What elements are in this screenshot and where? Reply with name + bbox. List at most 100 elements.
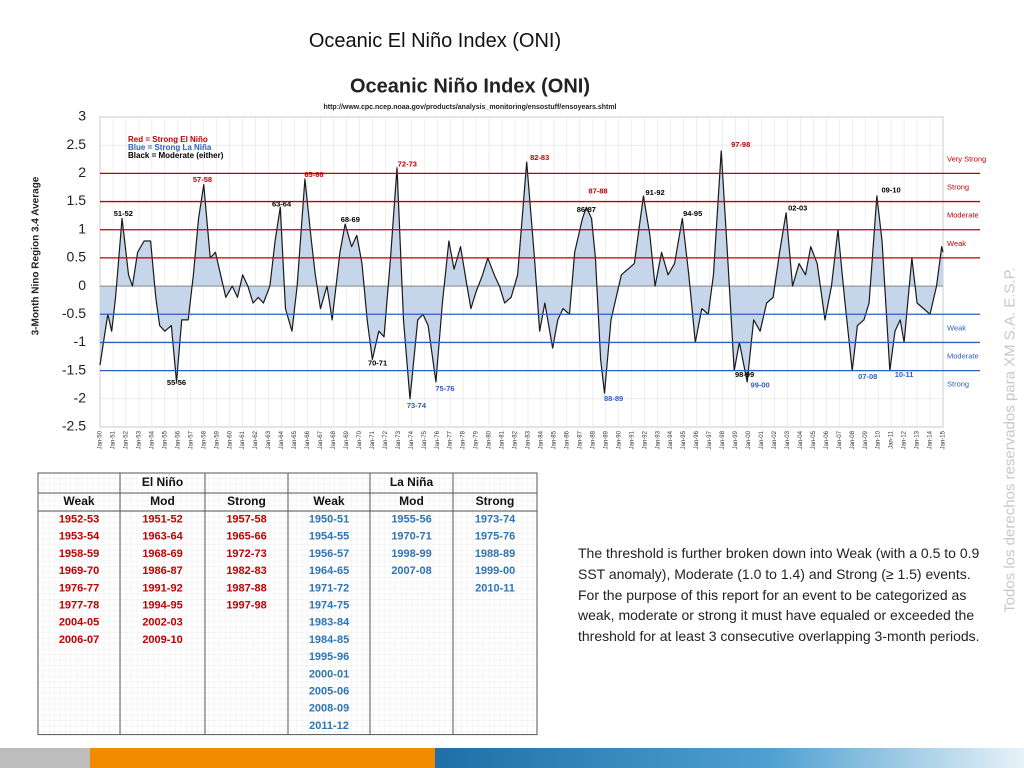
- column-header: Strong: [476, 494, 515, 508]
- table-cell: 1972-73: [226, 548, 266, 560]
- table-cell: 1971-72: [309, 582, 349, 594]
- y-tick-label: 1: [78, 220, 86, 236]
- event-label: 07-08: [858, 372, 877, 381]
- y-tick-label: -1.5: [62, 361, 86, 377]
- note: The threshold is further broken down int…: [578, 545, 980, 645]
- table-cell: 1987-88: [226, 582, 266, 594]
- x-tick-label: Jan-67: [318, 430, 324, 449]
- x-tick-label: Jan-09: [863, 430, 869, 449]
- event-label: 55-56: [167, 378, 186, 387]
- x-tick-label: Jan-77: [448, 430, 454, 449]
- x-tick-label: Jan-84: [539, 430, 545, 449]
- y-tick-label: -1: [74, 333, 87, 349]
- table-cell: 1984-85: [309, 634, 349, 646]
- oni-line: [99, 150, 944, 400]
- legend-text: Black = Moderate (either): [128, 151, 224, 160]
- x-tick-label: Jan-72: [383, 430, 389, 449]
- slide-title: Oceanic El Niño Index (ONI): [308, 30, 562, 52]
- y-tick-label: 0: [78, 277, 86, 293]
- x-tick-label: Jan-89: [603, 430, 609, 449]
- y-axis-label: 3-Month Nino Region 3.4 Average: [31, 176, 42, 335]
- table-cell: 1975-76: [475, 531, 515, 543]
- x-tick-label: Jan-93: [655, 430, 661, 449]
- table-cell: 2011-12: [309, 720, 349, 732]
- x-tick-label: Jan-90: [616, 430, 622, 449]
- x-tick-label: Jan-51: [111, 430, 117, 449]
- x-tick-label: Jan-08: [850, 430, 856, 449]
- x-tick-label: Jan-02: [772, 430, 778, 449]
- table-cell: 1986-87: [142, 565, 182, 577]
- event-label: 94-95: [683, 209, 702, 218]
- x-tick-label: Jan-95: [681, 430, 687, 449]
- x-tick-label: Jan-15: [941, 430, 947, 449]
- event-label: 70-71: [368, 358, 387, 367]
- x-tick-label: Jan-69: [344, 430, 350, 449]
- x-tick-label: Jan-94: [668, 430, 674, 449]
- event-label: 63-64: [272, 199, 292, 208]
- table-cell: 1998-99: [391, 548, 431, 560]
- x-tick-label: Jan-99: [733, 430, 739, 449]
- event-label: 82-83: [530, 153, 549, 162]
- table-cell: 1969-70: [59, 565, 99, 577]
- event-label: 73-74: [407, 401, 427, 410]
- x-tick-label: Jan-50: [98, 430, 104, 449]
- x-tick-label: Jan-00: [746, 430, 752, 449]
- y-tick-label: 2: [78, 164, 86, 180]
- group-header: La Niña: [390, 475, 434, 489]
- x-tick-label: Jan-06: [824, 430, 830, 449]
- table-cell: 1953-54: [59, 531, 100, 543]
- x-tick-label: Jan-87: [577, 430, 583, 449]
- event-label: 09-10: [882, 185, 901, 194]
- y-tick-label: -0.5: [62, 305, 86, 321]
- table-cell: 1994-95: [142, 600, 182, 612]
- x-tick-label: Jan-78: [461, 430, 467, 449]
- x-tick-label: Jan-97: [707, 430, 713, 449]
- x-tick-label: Jan-57: [188, 430, 194, 449]
- threshold-label: Very Strong: [947, 154, 986, 163]
- event-label: 65-66: [304, 170, 323, 179]
- event-label: 88-89: [604, 394, 623, 403]
- column-header: Mod: [399, 494, 424, 508]
- x-tick-label: Jan-74: [409, 430, 415, 449]
- threshold-label: Strong: [947, 182, 969, 191]
- table-cell: 2004-05: [59, 617, 99, 629]
- x-tick-label: Jan-55: [162, 430, 168, 449]
- event-label: 68-69: [341, 215, 360, 224]
- event-label: 86-87: [577, 205, 596, 214]
- x-tick-label: Jan-13: [915, 430, 921, 449]
- event-table: El Niño La Niña Weak Mod Strong Weak Mod Strong…: [37, 472, 538, 736]
- x-tick-label: Jan-81: [500, 430, 506, 449]
- table-cell: 1952-53: [59, 514, 99, 526]
- x-tick-label: Jan-05: [811, 430, 817, 449]
- x-tick-label: Jan-54: [149, 430, 155, 449]
- x-tick-label: Jan-56: [175, 430, 181, 449]
- event-label: 91-92: [645, 188, 664, 197]
- table-cell: 1955-56: [391, 514, 431, 526]
- x-tick-label: Jan-14: [928, 430, 934, 449]
- table-cell: 1950-51: [309, 514, 349, 526]
- threshold-label: Moderate: [947, 352, 979, 361]
- table-cell: 1995-96: [309, 651, 349, 663]
- x-tick-label: Jan-68: [331, 430, 337, 449]
- x-tick-label: Jan-88: [590, 430, 596, 449]
- table-cell: 1958-59: [59, 548, 99, 560]
- y-tick-label: 3: [78, 108, 86, 124]
- y-tick-label: 0.5: [67, 249, 87, 265]
- x-tick-label: Jan-85: [552, 430, 558, 449]
- table-cell: 1976-77: [59, 582, 99, 594]
- table-cell: 1957-58: [226, 514, 266, 526]
- footer-bar: [0, 748, 1024, 768]
- x-tick-label: Jan-11: [889, 430, 895, 449]
- table-cell: 1991-92: [142, 582, 182, 594]
- table-cell: 1954-55: [309, 531, 349, 543]
- table-cell: 1982-83: [226, 565, 266, 577]
- threshold-label: Moderate: [947, 211, 979, 220]
- legend-text: Red = Strong El Niño: [128, 135, 208, 144]
- column-header: Weak: [63, 494, 94, 508]
- event-label: 72-73: [398, 159, 417, 168]
- table-cell: 2007-08: [391, 565, 431, 577]
- table-cell: 1968-69: [142, 548, 182, 560]
- watermark: Todos los derechos reservados para XM S.…: [1001, 267, 1019, 613]
